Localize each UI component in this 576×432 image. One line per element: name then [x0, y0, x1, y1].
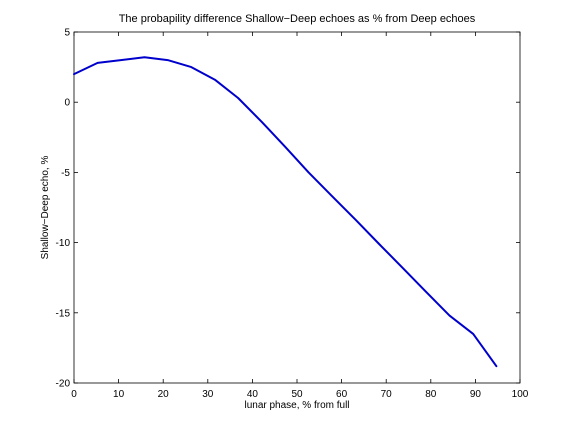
x-axis-label: lunar phase, % from full — [244, 400, 349, 411]
series-line-1 — [73, 56, 498, 368]
x-tick-label: 0 — [71, 389, 77, 400]
series-group — [73, 56, 498, 368]
x-tick-label: 40 — [247, 389, 259, 400]
y-tick-label: -10 — [56, 238, 71, 249]
y-tick-label: -15 — [56, 308, 71, 319]
y-tick-label: -5 — [61, 168, 70, 179]
x-tick-label: 100 — [512, 389, 529, 400]
x-tick-label: 70 — [381, 389, 393, 400]
x-tick-label: 80 — [425, 389, 437, 400]
y-axis-label: Shallow−Deep echo, % — [40, 156, 51, 260]
x-tick-label: 60 — [336, 389, 348, 400]
x-tick-label: 30 — [202, 389, 214, 400]
x-tick-label: 50 — [291, 389, 303, 400]
y-tick-label: 5 — [64, 28, 70, 39]
y-tick-label: -20 — [56, 379, 71, 390]
x-tick-label: 20 — [158, 389, 170, 400]
chart-title: The probapility difference Shallow−Deep … — [119, 13, 476, 25]
x-tick-label: 90 — [470, 389, 482, 400]
y-tick-label: 0 — [64, 98, 70, 109]
x-tick-label: 10 — [113, 389, 125, 400]
